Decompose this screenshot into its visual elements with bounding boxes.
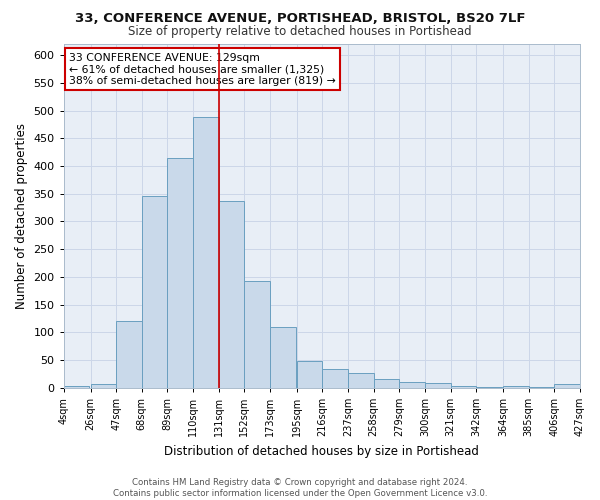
Y-axis label: Number of detached properties: Number of detached properties xyxy=(15,123,28,309)
Bar xyxy=(219,201,244,388)
Bar xyxy=(476,386,502,388)
Text: Size of property relative to detached houses in Portishead: Size of property relative to detached ho… xyxy=(128,25,472,38)
Bar xyxy=(64,386,89,388)
Bar xyxy=(425,384,451,388)
Text: 33 CONFERENCE AVENUE: 129sqm
← 61% of detached houses are smaller (1,325)
38% of: 33 CONFERENCE AVENUE: 129sqm ← 61% of de… xyxy=(69,52,335,86)
Bar xyxy=(451,386,476,388)
Bar xyxy=(244,282,270,388)
Bar xyxy=(193,117,219,388)
Bar xyxy=(400,382,425,388)
X-axis label: Distribution of detached houses by size in Portishead: Distribution of detached houses by size … xyxy=(164,444,479,458)
Bar xyxy=(270,327,296,388)
Bar xyxy=(374,380,400,388)
Bar xyxy=(116,321,142,388)
Text: Contains HM Land Registry data © Crown copyright and database right 2024.
Contai: Contains HM Land Registry data © Crown c… xyxy=(113,478,487,498)
Bar xyxy=(142,196,167,388)
Bar xyxy=(554,384,580,388)
Bar xyxy=(91,384,116,388)
Bar xyxy=(529,386,554,388)
Bar xyxy=(348,374,374,388)
Bar xyxy=(297,361,322,388)
Text: 33, CONFERENCE AVENUE, PORTISHEAD, BRISTOL, BS20 7LF: 33, CONFERENCE AVENUE, PORTISHEAD, BRIST… xyxy=(75,12,525,26)
Bar xyxy=(167,158,193,388)
Bar xyxy=(322,369,348,388)
Bar xyxy=(503,386,529,388)
